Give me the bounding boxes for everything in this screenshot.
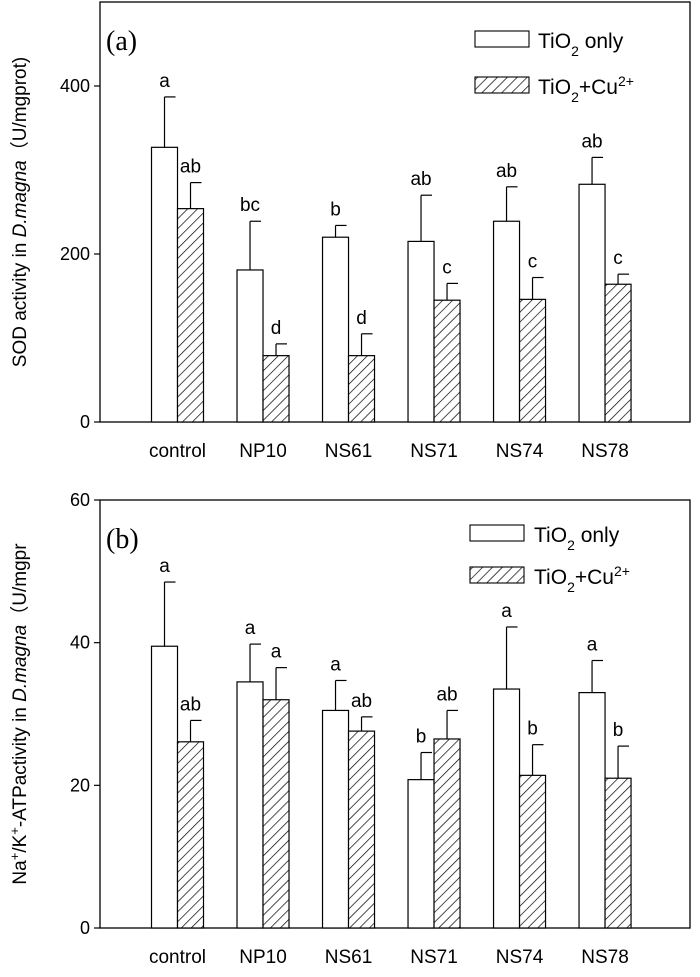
legend-entry-label: TiO2+Cu2+ [538, 73, 634, 105]
legend-swatch-open [474, 30, 530, 48]
bar-tio2-only [578, 183, 606, 423]
bar-tio2-cu [347, 730, 376, 929]
x-tick-label: control [149, 441, 206, 462]
significance-letter: d [356, 308, 367, 329]
y-tick-label: 0 [80, 412, 90, 432]
bar-tio2-only [492, 220, 521, 423]
significance-letter: a [245, 618, 256, 639]
y-axis-label: SOD activity in D.magna（U/mgprot) [9, 57, 31, 367]
bar-tio2-only [321, 236, 350, 423]
panel-label: (b) [106, 524, 139, 555]
chart-panel-2: 0 20 40 60 Na+/K+-ATPactivity in D.magna（U/m… [7, 490, 691, 968]
legend-swatch-hatched [474, 76, 530, 94]
x-tick-label: control [149, 947, 206, 968]
legend: TiO2 only TiO2+Cu2+ [469, 524, 630, 595]
bar-tio2-only [150, 645, 179, 929]
y-tick-label: 200 [60, 244, 90, 264]
significance-letter: c [613, 248, 623, 269]
legend-swatch-open [469, 524, 525, 542]
significance-letter: a [271, 642, 282, 663]
bar-tio2-only [407, 779, 435, 929]
significance-letter: ab [351, 691, 372, 712]
legend-entry-label: TiO2 only [534, 524, 620, 553]
bar-tio2-cu [518, 774, 547, 929]
plot-frame [99, 1, 691, 423]
x-tick-label: NS61 [325, 441, 373, 462]
x-tick-label: NS74 [496, 441, 544, 462]
y-tick-label: 60 [70, 490, 90, 510]
significance-letter: c [528, 252, 538, 273]
significance-letter: b [416, 727, 427, 748]
x-tick-label: NS78 [581, 441, 629, 462]
bar-tio2-cu [176, 208, 205, 423]
significance-letter: ab [180, 157, 201, 178]
bar-tio2-only [321, 709, 350, 929]
bar-tio2-cu [433, 299, 461, 423]
significance-letter: a [587, 635, 598, 656]
significance-letter: b [613, 720, 624, 741]
y-tick-label: 0 [80, 918, 90, 938]
bar-tio2-cu [604, 777, 632, 929]
x-tick-label: NS71 [410, 441, 458, 462]
significance-letter: b [330, 199, 341, 220]
x-tick-label: NP10 [239, 441, 287, 462]
significance-letter: b [527, 719, 538, 740]
x-tick-label: NS71 [410, 947, 458, 968]
significance-letter: ab [410, 169, 431, 190]
bar-tio2-cu [433, 738, 461, 929]
legend-entry-label: TiO2 only [538, 30, 624, 59]
bar-tio2-only [492, 688, 521, 929]
significance-letter: a [330, 654, 341, 675]
bar-tio2-only [236, 269, 264, 423]
y-tick-label: 20 [70, 775, 90, 795]
significance-letter: c [442, 257, 452, 278]
legend-entry-label: TiO2+Cu2+ [534, 563, 630, 595]
bar-tio2-only [578, 691, 606, 929]
bar-tio2-cu [518, 298, 547, 423]
legend-swatch-hatched [469, 566, 525, 584]
x-tick-label: NS78 [581, 947, 629, 968]
significance-letter: a [501, 601, 512, 622]
x-tick-label: NS74 [496, 947, 544, 968]
significance-letter: ab [436, 684, 457, 705]
bar-tio2-only [150, 146, 179, 423]
y-tick-label: 400 [60, 76, 90, 96]
bar-tio2-only [236, 681, 264, 929]
plot-frame [99, 499, 691, 929]
bar-tio2-cu [604, 283, 632, 423]
bar-tio2-cu [262, 699, 290, 929]
significance-letter: a [159, 71, 170, 92]
significance-letter: a [159, 556, 170, 577]
y-axis-label: Na+/K+-ATPactivity in D.magna（U/mgpr [7, 543, 32, 885]
bar-tio2-only [407, 240, 435, 423]
significance-letter: bc [240, 195, 260, 216]
bar-tio2-cu [347, 355, 376, 423]
bar-tio2-cu [176, 741, 205, 929]
x-tick-label: NS61 [325, 947, 373, 968]
bar-tio2-cu [262, 355, 290, 423]
significance-letter: ab [180, 694, 201, 715]
significance-letter: d [271, 318, 282, 339]
y-tick-label: 40 [70, 633, 90, 653]
significance-letter: ab [496, 161, 517, 182]
chart-panel-1: 0 200 400 SOD activity in D.magna（U/mgprot)… [9, 1, 691, 462]
legend: TiO2 only TiO2+Cu2+ [474, 30, 634, 105]
panel-label: (a) [106, 26, 137, 57]
significance-letter: ab [581, 131, 602, 152]
x-tick-label: NP10 [239, 947, 287, 968]
